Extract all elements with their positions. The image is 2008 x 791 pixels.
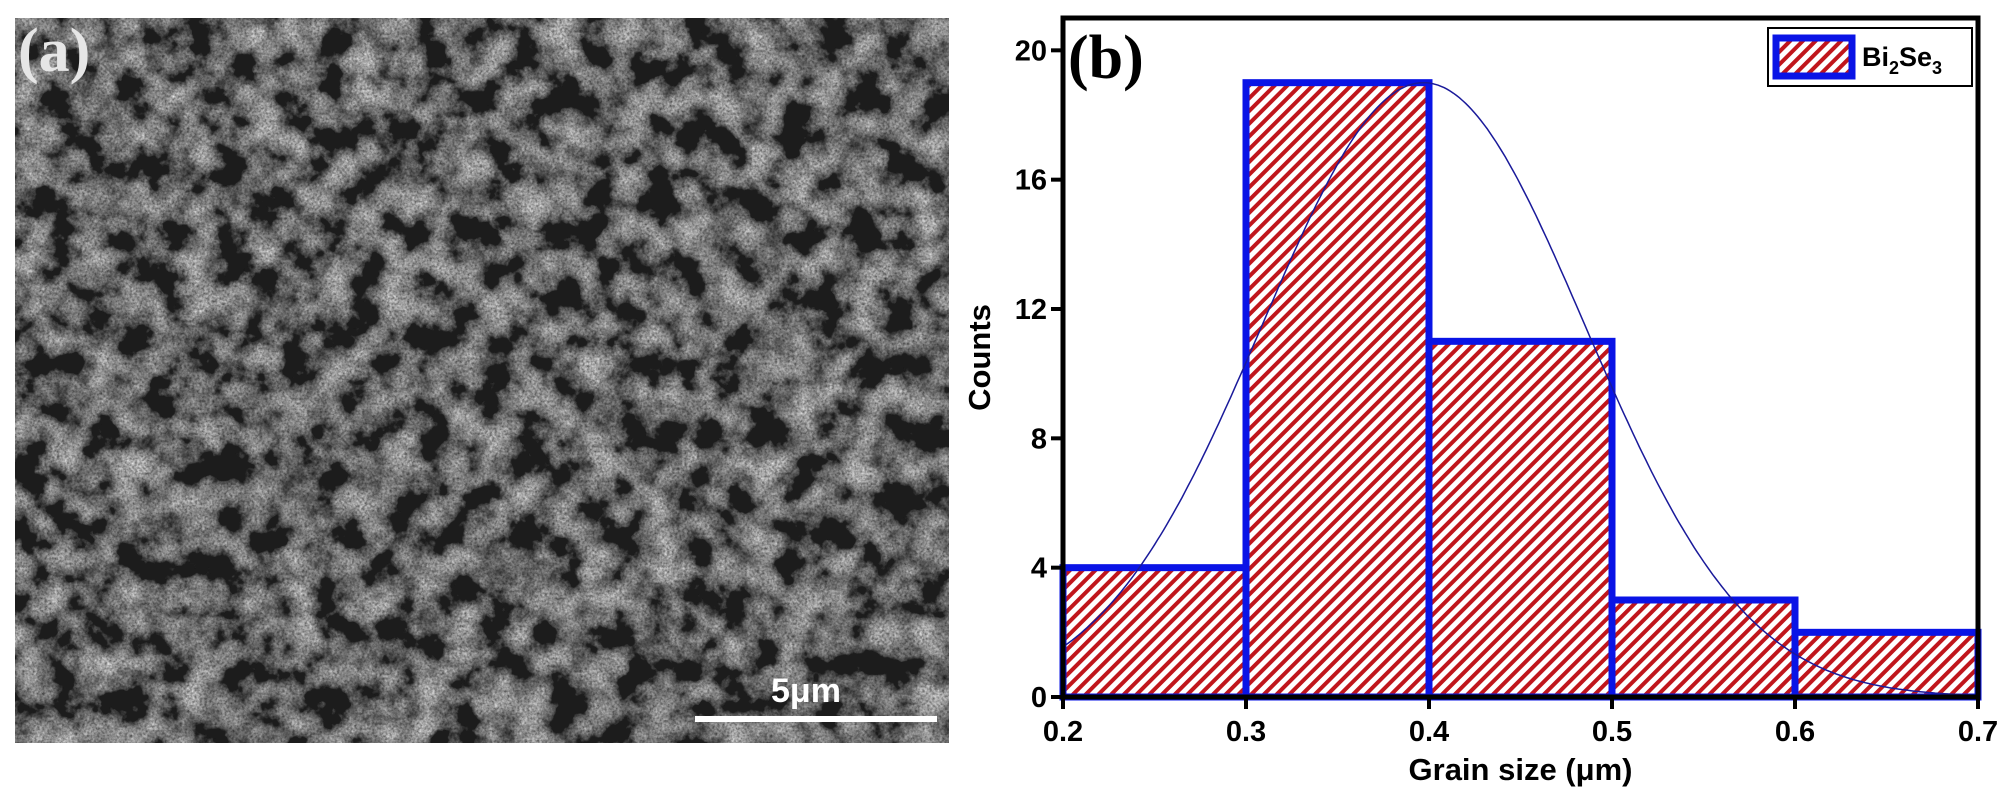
y-tick-label: 8 <box>1031 423 1047 455</box>
y-tick-label: 4 <box>1031 553 1047 585</box>
panel-label-a: (a) <box>18 18 91 85</box>
x-tick-label: 0.7 <box>1958 716 1998 748</box>
ticks-layer: 0.2 0.3 0.4 0.5 0.6 0.7 0 4 8 12 16 20 <box>1015 35 1998 748</box>
legend-swatch <box>1772 34 1856 80</box>
y-axis-label: Counts <box>962 304 997 411</box>
y-tick-label: 16 <box>1015 165 1047 197</box>
panel-label-b: (b) <box>1068 24 1144 92</box>
histogram-bar-3 <box>1425 337 1616 701</box>
histogram-chart: 0.2 0.3 0.4 0.5 0.6 0.7 0 4 8 12 16 20 Grain size (… <box>962 15 1998 787</box>
scale-bar-label: 5μm <box>771 672 841 710</box>
bars-layer <box>1059 79 1982 701</box>
gaussian-fit-curve <box>1062 81 1979 697</box>
histogram-bar-4 <box>1608 596 1799 701</box>
y-tick-label: 0 <box>1031 682 1047 714</box>
legend-label: Bi2Se3 <box>1862 42 1942 78</box>
sem-micrograph: (a) 5μm <box>15 18 949 743</box>
plot-frame <box>1060 15 1981 700</box>
x-axis-label: Grain size (μm) <box>1409 752 1633 787</box>
y-tick-label: 20 <box>1015 35 1047 67</box>
x-tick-label: 0.5 <box>1592 716 1632 748</box>
x-tick-label: 0.4 <box>1409 716 1449 748</box>
histogram-bar-1 <box>1059 564 1250 701</box>
x-tick-label: 0.2 <box>1043 716 1083 748</box>
legend: Bi2Se3 <box>1767 27 1973 87</box>
histogram-bar-2 <box>1242 79 1433 701</box>
y-tick-label: 12 <box>1015 294 1047 326</box>
x-tick-label: 0.3 <box>1226 716 1266 748</box>
scale-bar <box>695 716 937 722</box>
x-tick-label: 0.6 <box>1775 716 1815 748</box>
sem-image <box>15 18 949 743</box>
